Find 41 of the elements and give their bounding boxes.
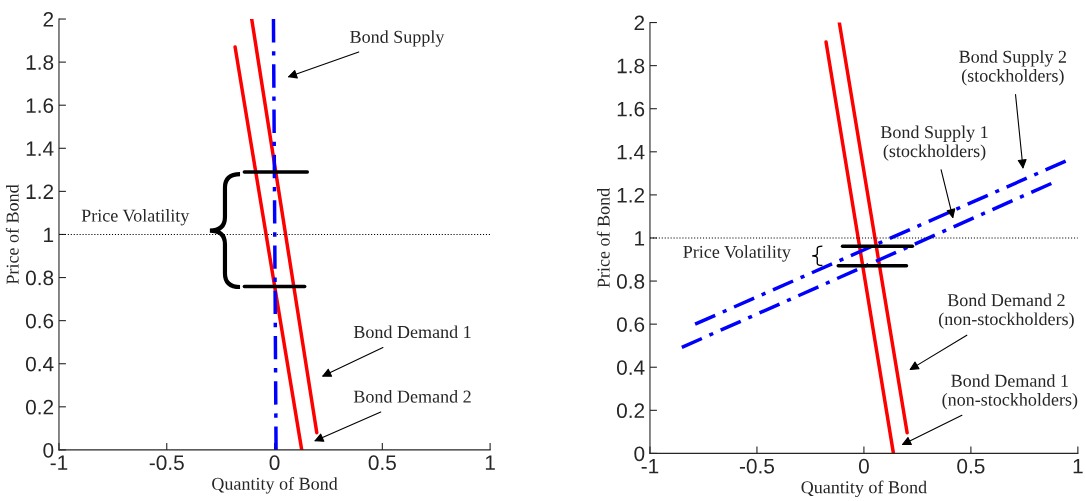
x-axis-title: Quantity of Bond bbox=[801, 480, 927, 498]
y-tick-label: 1.8 bbox=[26, 55, 54, 70]
y-tick-label: 0.2 bbox=[25, 399, 54, 415]
y-tick-label: 1 bbox=[44, 227, 54, 243]
x-tick-label: -0.5 bbox=[739, 458, 775, 474]
y-tick-label: 0.4 bbox=[616, 360, 645, 375]
y-axis-title: Price of Bond bbox=[596, 188, 610, 288]
y-tick-label: 1.2 bbox=[26, 184, 54, 199]
annotation: Bond Supply 1 (stockholders) bbox=[880, 125, 988, 161]
annotation: Price Volatility bbox=[81, 209, 190, 226]
y-tick-label: 0.6 bbox=[616, 317, 645, 332]
annotation: Price Volatility bbox=[683, 245, 791, 262]
annotation: Bond Demand 2 (non-stockholders) bbox=[939, 293, 1074, 329]
x-tick-label: 0.5 bbox=[957, 458, 985, 474]
y-tick-label: 1.4 bbox=[26, 141, 54, 156]
x-tick-label: 0 bbox=[269, 455, 280, 471]
y-tick-label: 1.8 bbox=[617, 58, 645, 74]
annotation: Bond Demand 2 bbox=[353, 390, 471, 403]
y-tick-label: 1.6 bbox=[26, 98, 54, 113]
y-tick-label: 0.6 bbox=[25, 313, 54, 329]
y-tick-label: 2 bbox=[43, 12, 54, 27]
annotation: Bond Supply bbox=[350, 30, 445, 47]
annotation: Bond Supply 2 (stockholders) bbox=[959, 50, 1066, 86]
x-tick-label: 1 bbox=[485, 455, 495, 470]
y-tick-label: 1.6 bbox=[617, 101, 645, 117]
y-tick-label: 2 bbox=[634, 15, 645, 31]
y-tick-label: 0.8 bbox=[616, 274, 645, 289]
x-tick-label: 0.5 bbox=[368, 455, 396, 471]
x-tick-label: 1 bbox=[1073, 459, 1083, 474]
x-tick-label: 0 bbox=[858, 458, 869, 474]
x-axis-title: Quantity of Bond bbox=[212, 476, 338, 494]
y-tick-label: 1.2 bbox=[617, 187, 645, 203]
y-tick-label: 0.4 bbox=[25, 356, 54, 372]
annotation: Bond Demand 1 bbox=[353, 325, 471, 339]
y-tick-label: 0.2 bbox=[616, 403, 645, 419]
x-tick-label: -0.5 bbox=[149, 455, 184, 471]
y-tick-label: 0.8 bbox=[25, 270, 54, 286]
y-tick-label: 1 bbox=[635, 231, 645, 246]
y-axis-title: Price of Bond bbox=[5, 184, 19, 285]
annotation: Bond Demand 1 (non-stockholders) bbox=[942, 374, 1078, 410]
y-tick-label: 1.4 bbox=[617, 145, 645, 160]
